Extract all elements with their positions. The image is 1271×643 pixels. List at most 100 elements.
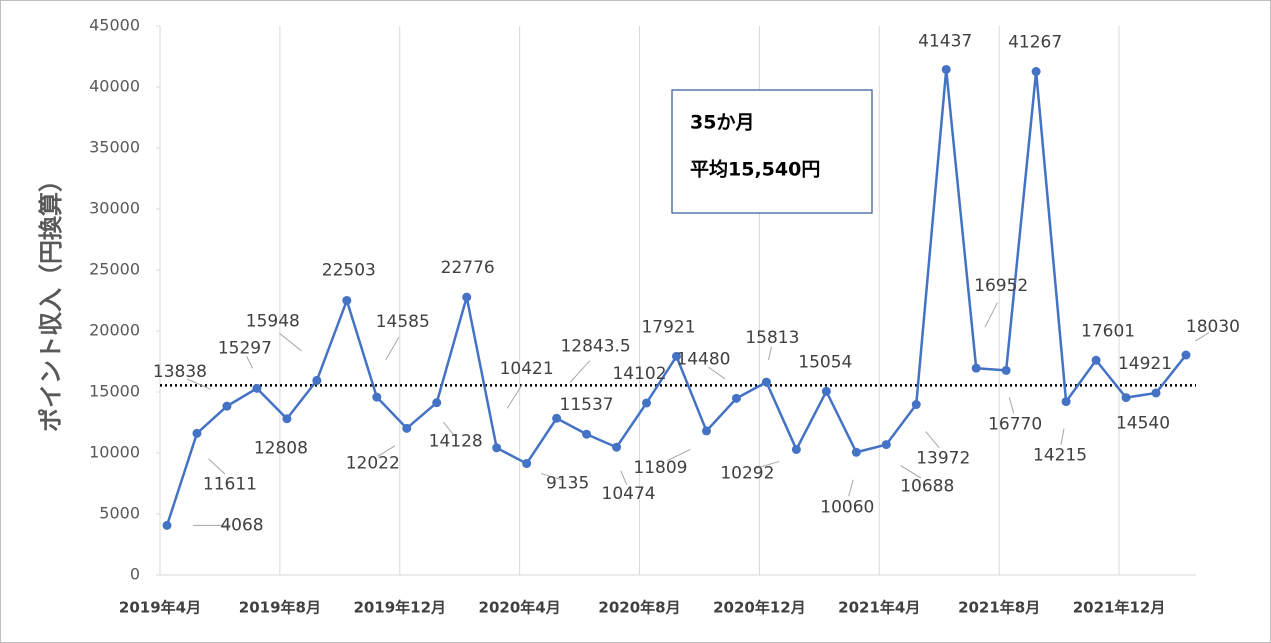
x-tick-label: 2021年4月: [838, 599, 920, 617]
data-label: 14215: [1033, 446, 1087, 466]
data-label: 16770: [988, 414, 1042, 434]
point: [612, 442, 622, 452]
plot: 0 5000 10000 15000 20000 25000 30000 35000 40000…: [89, 16, 1240, 617]
leader-line: [186, 378, 211, 390]
leader-line: [768, 346, 772, 361]
x-tick-label: 2019年4月: [119, 599, 201, 617]
data-label: 14540: [1116, 414, 1170, 434]
point: [522, 459, 532, 469]
leader-line: [279, 332, 302, 352]
point: [402, 423, 412, 433]
point: [252, 383, 262, 393]
y-tick-label: 10000: [89, 443, 140, 462]
data-label: 41267: [1008, 33, 1062, 53]
point: [1121, 393, 1131, 403]
data-label: 15813: [745, 328, 799, 348]
x-tick-label: 2019年12月: [353, 599, 446, 617]
data-label: 11537: [560, 395, 614, 415]
data-label: 15948: [246, 311, 300, 331]
y-tick-label: 0: [130, 565, 140, 584]
y-tick-label: 45000: [89, 16, 140, 35]
point: [1061, 397, 1071, 407]
data-label: 10688: [900, 477, 954, 497]
point: [312, 375, 322, 385]
point: [492, 443, 502, 453]
point: [462, 292, 472, 302]
data-label: 17921: [641, 317, 695, 337]
data-label: 14128: [429, 432, 483, 452]
data-label: 4068: [220, 515, 263, 535]
x-tick-label: 2021年8月: [958, 599, 1040, 617]
point: [941, 64, 951, 74]
data-label: 13838: [153, 362, 207, 382]
data-label: 41437: [918, 31, 972, 51]
data-label: 17601: [1081, 321, 1135, 341]
annotation: 平均15,540円: [690, 158, 820, 181]
leader-line: [984, 302, 998, 328]
point: [1151, 388, 1161, 398]
data-label: 16952: [974, 276, 1028, 296]
point: [701, 426, 711, 436]
point: [911, 400, 921, 410]
data-label: 10421: [500, 359, 554, 379]
x-tick-label: 2021年12月: [1073, 599, 1166, 617]
data-label: 12808: [254, 439, 308, 459]
data-label: 13972: [916, 449, 970, 469]
annotation: 35か月: [690, 112, 754, 134]
y-tick-label: 20000: [89, 321, 140, 340]
data-label: 15054: [798, 352, 852, 372]
data-label: 14921: [1118, 354, 1172, 374]
data-label: 15297: [218, 338, 272, 358]
data-label: 10060: [820, 497, 874, 517]
x-tick-label: 2019年8月: [239, 599, 321, 617]
leader-line: [667, 448, 691, 461]
leader-line: [540, 473, 562, 481]
annotation-box: [671, 89, 873, 214]
point: [582, 429, 592, 439]
y-tick-label: 15000: [89, 382, 140, 401]
point: [971, 363, 981, 373]
point: [731, 393, 741, 403]
y-tick-label: 35000: [89, 138, 140, 157]
leader-line: [1060, 428, 1065, 445]
leader-line: [1195, 332, 1210, 342]
point: [192, 428, 202, 438]
x-tick-label: 2020年8月: [598, 599, 680, 617]
point: [1031, 67, 1041, 77]
leader-line: [442, 421, 454, 435]
point: [1181, 350, 1191, 360]
leader-line: [385, 336, 400, 360]
point: [821, 386, 831, 396]
data-label: 9135: [546, 474, 589, 494]
data-label: 10292: [720, 463, 774, 483]
point: [162, 520, 172, 530]
point: [282, 414, 292, 424]
point: [671, 351, 681, 361]
y-tick-label: 40000: [89, 77, 140, 96]
point: [851, 447, 861, 457]
leader-line: [708, 366, 726, 380]
x-tick-label: 2020年4月: [479, 599, 561, 617]
data-label: 12843.5: [560, 336, 630, 356]
leader-line: [848, 479, 854, 497]
leader-line: [1008, 397, 1015, 414]
data-label: 22503: [322, 260, 376, 280]
y-tick-label: 5000: [99, 504, 140, 523]
point: [1091, 355, 1101, 365]
data-label: 14102: [612, 364, 666, 384]
data-label: 14480: [676, 349, 730, 369]
leader-line: [208, 458, 226, 475]
x-tick-label: 2020年12月: [713, 599, 806, 617]
leader-line: [246, 356, 254, 369]
data-label: 10474: [602, 484, 656, 504]
point: [761, 377, 771, 387]
data-label: 12022: [346, 453, 400, 473]
data-label: 18030: [1186, 317, 1240, 337]
point: [222, 401, 232, 411]
y-tick-label: 30000: [89, 199, 140, 218]
point: [432, 398, 442, 408]
leader-line: [754, 460, 780, 470]
point: [881, 440, 891, 450]
